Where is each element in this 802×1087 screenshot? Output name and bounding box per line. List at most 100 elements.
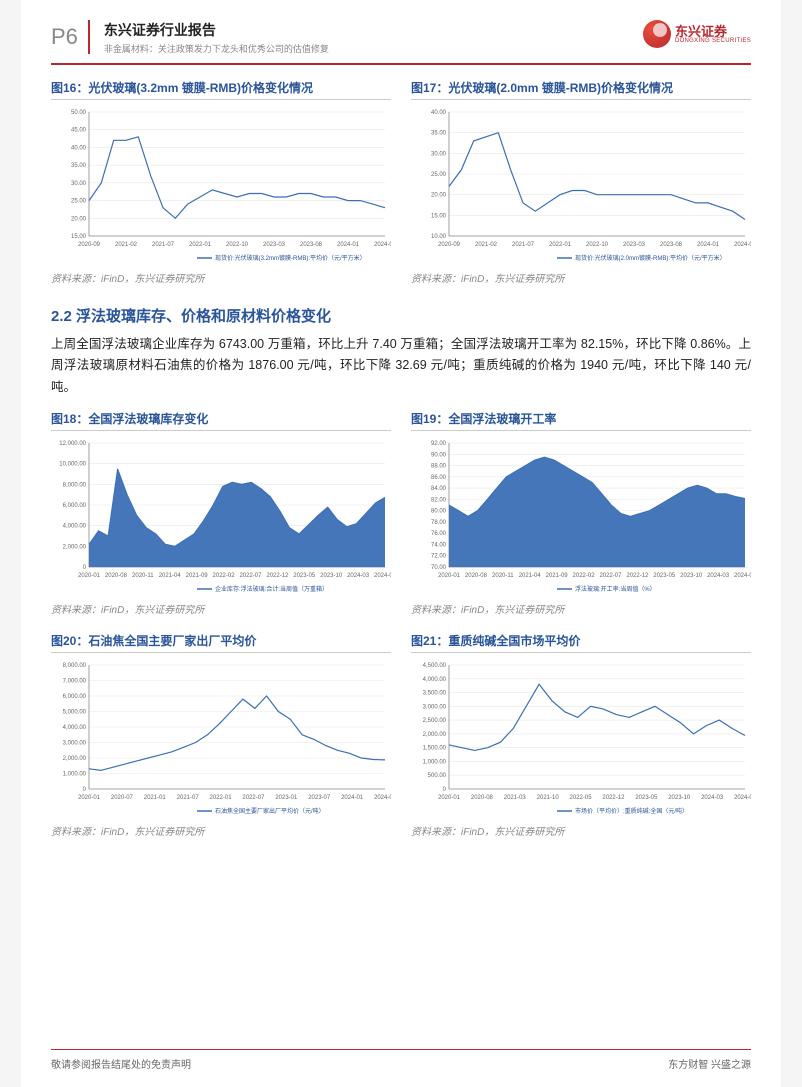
svg-text:2021-07: 2021-07 bbox=[512, 242, 535, 248]
svg-text:80.00: 80.00 bbox=[431, 508, 447, 514]
svg-text:1,000.00: 1,000.00 bbox=[423, 759, 447, 765]
logo-cn-text: 东兴证券 bbox=[675, 25, 751, 38]
svg-text:2021-07: 2021-07 bbox=[177, 795, 200, 801]
chart-17-block: 图17：光伏玻璃(2.0mm 镀膜-RMB)价格变化情况 10.0015.002… bbox=[411, 79, 751, 295]
chart-21-block: 图21：重质纯碱全国市场平均价 0500.001,000.001,500.002… bbox=[411, 632, 751, 848]
chart-16-source: 资料来源：iFinD，东兴证券研究所 bbox=[51, 270, 391, 285]
svg-text:2020-08: 2020-08 bbox=[465, 573, 488, 579]
svg-text:2021-04: 2021-04 bbox=[159, 573, 182, 579]
svg-text:2024-01: 2024-01 bbox=[337, 242, 360, 248]
svg-text:88.00: 88.00 bbox=[431, 463, 447, 469]
chart-21-source: 资料来源：iFinD，东兴证券研究所 bbox=[411, 823, 751, 838]
chart-20-title: 图20：石油焦全国主要厂家出厂平均价 bbox=[51, 632, 391, 653]
svg-text:45.00: 45.00 bbox=[71, 128, 87, 134]
svg-text:20.00: 20.00 bbox=[431, 193, 447, 199]
svg-text:2021-10: 2021-10 bbox=[537, 795, 560, 801]
chart-18-title: 图18：全国浮法玻璃库存变化 bbox=[51, 410, 391, 431]
svg-text:2024-08: 2024-08 bbox=[734, 795, 751, 801]
svg-text:2022-07: 2022-07 bbox=[242, 795, 265, 801]
svg-text:3,000.00: 3,000.00 bbox=[423, 704, 447, 710]
svg-text:25.00: 25.00 bbox=[431, 172, 447, 178]
svg-text:4,000.00: 4,000.00 bbox=[63, 725, 87, 731]
svg-text:2020-11: 2020-11 bbox=[492, 573, 514, 579]
svg-text:1,500.00: 1,500.00 bbox=[423, 745, 447, 751]
svg-text:2021-02: 2021-02 bbox=[115, 242, 138, 248]
svg-text:2022-12: 2022-12 bbox=[266, 573, 289, 579]
svg-text:2023-03: 2023-03 bbox=[263, 242, 286, 248]
svg-text:2022-07: 2022-07 bbox=[599, 573, 622, 579]
chart-19-source: 资料来源：iFinD，东兴证券研究所 bbox=[411, 601, 751, 616]
svg-text:2022-12: 2022-12 bbox=[626, 573, 649, 579]
svg-text:2022-10: 2022-10 bbox=[586, 242, 609, 248]
svg-text:50.00: 50.00 bbox=[71, 110, 87, 116]
chart-17-source: 资料来源：iFinD，东兴证券研究所 bbox=[411, 270, 751, 285]
svg-text:6,000.00: 6,000.00 bbox=[63, 694, 87, 700]
svg-text:2022-05: 2022-05 bbox=[570, 795, 593, 801]
chart-row-3: 图20：石油焦全国主要厂家出厂平均价 01,000.002,000.003,00… bbox=[51, 632, 751, 848]
logo-icon bbox=[643, 20, 671, 48]
svg-text:2023-05: 2023-05 bbox=[293, 573, 316, 579]
page-footer: 敬请参阅报告结尾处的免责声明 东方财智 兴盛之源 bbox=[51, 1049, 751, 1071]
chart-20-source: 资料来源：iFinD，东兴证券研究所 bbox=[51, 823, 391, 838]
svg-text:2,000.00: 2,000.00 bbox=[423, 732, 447, 738]
footer-disclaimer: 敬请参阅报告结尾处的免责声明 bbox=[51, 1056, 191, 1071]
svg-text:市场价（平均价）:重质纯碱:全国（元/吨）: 市场价（平均价）:重质纯碱:全国（元/吨） bbox=[575, 807, 688, 815]
svg-text:2020-01: 2020-01 bbox=[438, 573, 461, 579]
svg-text:2021-04: 2021-04 bbox=[519, 573, 542, 579]
svg-text:2022-10: 2022-10 bbox=[226, 242, 249, 248]
svg-text:90.00: 90.00 bbox=[431, 452, 447, 458]
svg-text:10,000.00: 10,000.00 bbox=[59, 461, 86, 467]
svg-text:2023-03: 2023-03 bbox=[623, 242, 646, 248]
logo-en-text: DONGXING SECURITIES bbox=[675, 38, 751, 44]
svg-text:70.00: 70.00 bbox=[431, 565, 447, 571]
chart-20-svg: 01,000.002,000.003,000.004,000.005,000.0… bbox=[51, 659, 391, 819]
chart-19-title: 图19：全国浮法玻璃开工率 bbox=[411, 410, 751, 431]
svg-text:8,000.00: 8,000.00 bbox=[63, 482, 87, 488]
chart-16-svg: 15.0020.0025.0030.0035.0040.0045.0050.00… bbox=[51, 106, 391, 266]
svg-text:2024-03: 2024-03 bbox=[707, 573, 730, 579]
svg-text:现货价:光伏玻璃(3.2mm镀膜-RMB):平均价（元/平方: 现货价:光伏玻璃(3.2mm镀膜-RMB):平均价（元/平方米） bbox=[215, 254, 366, 262]
svg-text:2021-09: 2021-09 bbox=[186, 573, 209, 579]
svg-text:15.00: 15.00 bbox=[431, 213, 447, 219]
svg-text:12,000.00: 12,000.00 bbox=[59, 441, 86, 447]
svg-text:3,500.00: 3,500.00 bbox=[423, 690, 447, 696]
chart-19-svg: 70.0072.0074.0076.0078.0080.0082.0084.00… bbox=[411, 437, 751, 597]
svg-text:2024-01: 2024-01 bbox=[697, 242, 720, 248]
svg-text:3,000.00: 3,000.00 bbox=[63, 740, 87, 746]
report-title: 东兴证券行业报告 bbox=[104, 20, 643, 40]
svg-text:74.00: 74.00 bbox=[431, 542, 447, 548]
svg-text:2024-01: 2024-01 bbox=[341, 795, 364, 801]
svg-text:6,000.00: 6,000.00 bbox=[63, 503, 87, 509]
brand-logo: 东兴证券 DONGXING SECURITIES bbox=[643, 20, 751, 48]
svg-text:30.00: 30.00 bbox=[431, 151, 447, 157]
svg-text:2024-03: 2024-03 bbox=[701, 795, 724, 801]
chart-18-block: 图18：全国浮法玻璃库存变化 02,000.004,000.006,000.00… bbox=[51, 410, 391, 626]
svg-text:5,000.00: 5,000.00 bbox=[63, 709, 87, 715]
svg-text:72.00: 72.00 bbox=[431, 553, 447, 559]
svg-text:2020-01: 2020-01 bbox=[78, 573, 101, 579]
svg-text:2023-08: 2023-08 bbox=[300, 242, 323, 248]
svg-text:2021-02: 2021-02 bbox=[475, 242, 498, 248]
chart-20-block: 图20：石油焦全国主要厂家出厂平均价 01,000.002,000.003,00… bbox=[51, 632, 391, 848]
svg-text:企业库存:浮法玻璃:合计:当周值（万重箱）: 企业库存:浮法玻璃:合计:当周值（万重箱） bbox=[215, 585, 328, 593]
svg-text:2024-06: 2024-06 bbox=[734, 242, 751, 248]
svg-text:86.00: 86.00 bbox=[431, 475, 447, 481]
svg-text:2020-07: 2020-07 bbox=[111, 795, 134, 801]
svg-text:4,000.00: 4,000.00 bbox=[423, 677, 447, 683]
svg-text:2023-05: 2023-05 bbox=[635, 795, 658, 801]
svg-text:25.00: 25.00 bbox=[71, 199, 87, 205]
svg-text:4,500.00: 4,500.00 bbox=[423, 663, 447, 669]
section-2-2-heading: 2.2 浮法玻璃库存、价格和原材料价格变化 bbox=[51, 305, 751, 326]
chart-21-title: 图21：重质纯碱全国市场平均价 bbox=[411, 632, 751, 653]
report-page: P6 东兴证券行业报告 非金属材料：关注政策发力下龙头和优秀公司的估值修复 东兴… bbox=[21, 0, 781, 1087]
svg-text:15.00: 15.00 bbox=[71, 234, 87, 240]
svg-text:40.00: 40.00 bbox=[431, 110, 447, 116]
svg-text:2020-08: 2020-08 bbox=[471, 795, 494, 801]
svg-text:84.00: 84.00 bbox=[431, 486, 447, 492]
svg-text:2020-09: 2020-09 bbox=[438, 242, 461, 248]
svg-text:2021-03: 2021-03 bbox=[504, 795, 527, 801]
svg-text:30.00: 30.00 bbox=[71, 181, 87, 187]
chart-16-title: 图16：光伏玻璃(3.2mm 镀膜-RMB)价格变化情况 bbox=[51, 79, 391, 100]
svg-text:2022-01: 2022-01 bbox=[549, 242, 572, 248]
svg-text:2022-01: 2022-01 bbox=[210, 795, 233, 801]
